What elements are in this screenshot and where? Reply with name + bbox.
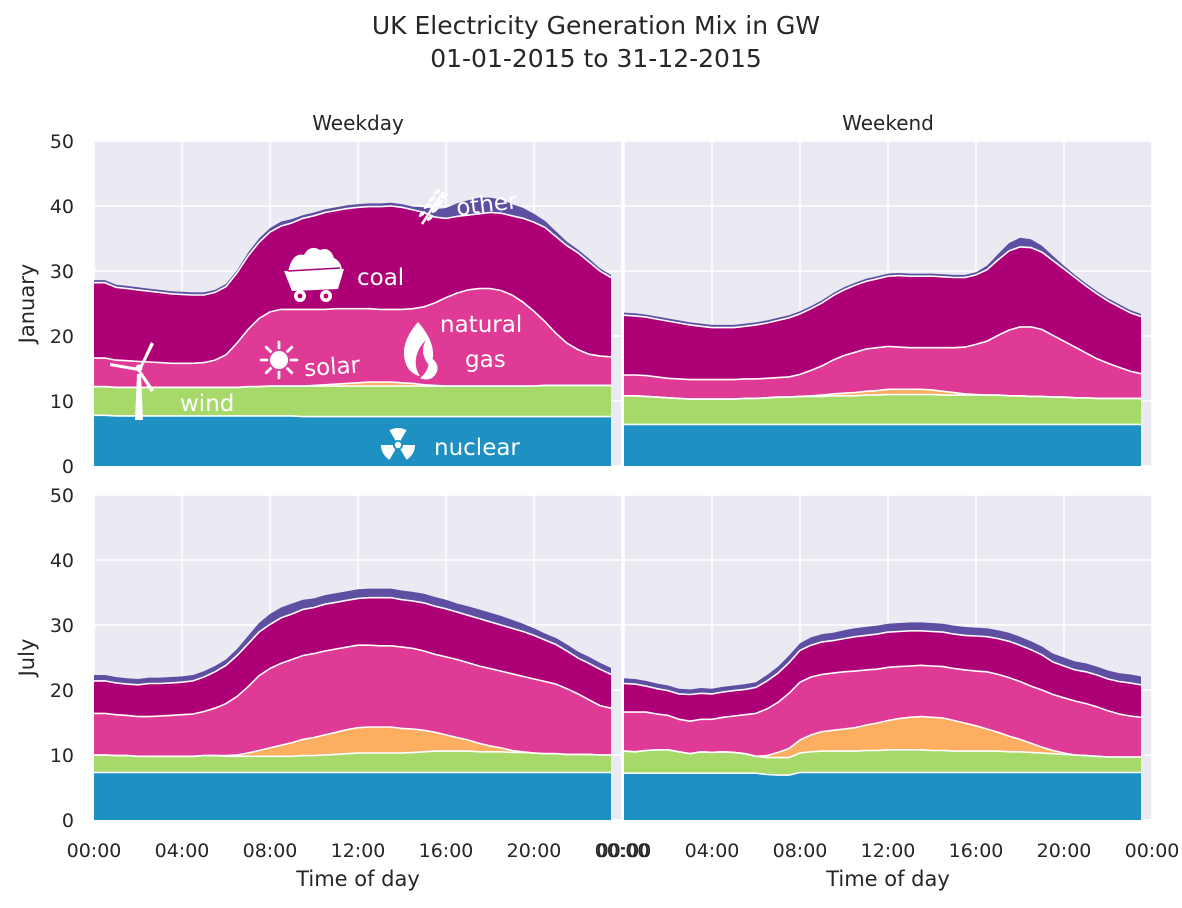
x-tick-label: 08:00 xyxy=(243,840,298,862)
y-tick-label: 10 xyxy=(50,745,74,767)
area-wind xyxy=(94,385,611,417)
area-other xyxy=(624,622,1141,695)
boundary-natural-gas xyxy=(94,287,612,365)
boundary-natural-gas xyxy=(624,326,1142,381)
x-tick-label: 04:00 xyxy=(155,840,210,862)
y-tick-label: 50 xyxy=(50,131,74,153)
panel-january-weekend: Weekend xyxy=(623,111,1153,467)
y-tick-label: 40 xyxy=(50,550,74,572)
chart-title-line1: UK Electricity Generation Mix in GW xyxy=(372,11,820,40)
boundary-solar xyxy=(624,388,1141,400)
y-tick-label: 20 xyxy=(50,326,74,348)
x-tick-label: 12:00 xyxy=(861,840,916,862)
leaf-icon xyxy=(418,189,449,225)
boundary-solar xyxy=(623,715,1141,758)
area-other xyxy=(94,588,611,685)
boundary-natural-gas xyxy=(94,644,612,718)
y-tick-label: 10 xyxy=(50,391,74,413)
x-axis-label: Time of day xyxy=(825,867,950,891)
row-label-january: January xyxy=(15,264,39,346)
area-coal xyxy=(624,246,1141,380)
x-tick-label: 20:00 xyxy=(507,840,562,862)
area-nuclear xyxy=(624,424,1141,466)
x-tick-label: 04:00 xyxy=(685,840,740,862)
x-tick-label: 00:00 xyxy=(597,840,652,862)
annotation-wind: wind xyxy=(180,391,234,417)
x-tick-label: 00:00 xyxy=(67,840,122,862)
boundary-coal xyxy=(94,596,612,686)
y-tick-label: 30 xyxy=(50,615,74,637)
annotation-natural: natural xyxy=(440,312,522,338)
area-coal xyxy=(624,630,1141,722)
y-tick-label: 0 xyxy=(62,456,74,478)
coal-cart-icon xyxy=(284,247,344,302)
wind-turbine-icon xyxy=(110,342,154,420)
area-solar xyxy=(94,727,611,757)
area-solar xyxy=(94,382,611,388)
area-natural-gas xyxy=(624,326,1141,400)
panel-july-weekend: 00:00 04:00 08:00 12:00 16:00 20:00 00:00 Time … xyxy=(597,494,1180,891)
boundary-solar xyxy=(94,381,611,389)
boundary-coal xyxy=(94,205,612,296)
x-tick-label: 12:00 xyxy=(331,840,386,862)
x-tick-label: 00:00 xyxy=(1125,840,1180,862)
annotation-solar: solar xyxy=(303,352,361,382)
flame-icon xyxy=(403,322,438,380)
area-nuclear xyxy=(94,415,611,466)
x-tick-label: 20:00 xyxy=(1037,840,1092,862)
area-natural-gas xyxy=(624,665,1141,757)
area-wind xyxy=(624,394,1141,425)
stacked-areas xyxy=(94,197,612,466)
row-label-july: July xyxy=(15,639,39,679)
boundary-nuclear xyxy=(624,771,1141,776)
area-natural-gas xyxy=(94,288,611,388)
facet-grid: Weekday January 0 10 20 30 40 50 Weekend July 0 10 2… xyxy=(15,111,1179,891)
y-tick-label: 0 xyxy=(62,810,74,832)
x-tick-label: 16:00 xyxy=(419,840,474,862)
area-coal xyxy=(94,597,611,717)
area-nuclear xyxy=(94,772,611,820)
boundary-solar xyxy=(94,726,611,758)
chart-title-line2: 01-01-2015 to 31-12-2015 xyxy=(430,44,762,73)
facet-title-weekend: Weekend xyxy=(842,111,934,135)
x-axis-label: Time of day xyxy=(295,867,420,891)
facet-title-weekday: Weekday xyxy=(312,111,404,135)
area-natural-gas xyxy=(94,645,611,757)
y-tick-label: 40 xyxy=(50,196,74,218)
x-tick-label: 16:00 xyxy=(949,840,1004,862)
panel-july-weekday: July 0 10 20 30 40 50 00:00 04:00 08:00 12:00 16:00… xyxy=(15,485,649,891)
boundary-coal xyxy=(623,246,1142,329)
y-tick-label: 50 xyxy=(50,485,74,507)
annotation-nuclear: nuclear xyxy=(434,435,520,461)
boundary-natural-gas xyxy=(624,664,1142,723)
stacked-areas xyxy=(623,622,1142,820)
boundary-nuclear xyxy=(94,414,611,418)
radiation-icon xyxy=(381,428,415,460)
annotation-coal: coal xyxy=(357,265,404,291)
sun-icon xyxy=(259,340,299,380)
stacked-areas xyxy=(623,237,1142,466)
area-solar xyxy=(624,716,1141,758)
stacked-areas xyxy=(94,588,612,820)
y-tick-label: 30 xyxy=(50,261,74,283)
area-coal xyxy=(94,206,611,364)
panel-january-weekday: Weekday January 0 10 20 30 40 50 xyxy=(15,111,623,478)
boundary-coal xyxy=(623,630,1142,696)
area-nuclear xyxy=(624,772,1141,820)
x-tick-label: 00:00 xyxy=(595,840,650,862)
y-tick-label: 20 xyxy=(50,680,74,702)
x-tick-label: 08:00 xyxy=(773,840,828,862)
annotation-gas: gas xyxy=(465,347,506,373)
